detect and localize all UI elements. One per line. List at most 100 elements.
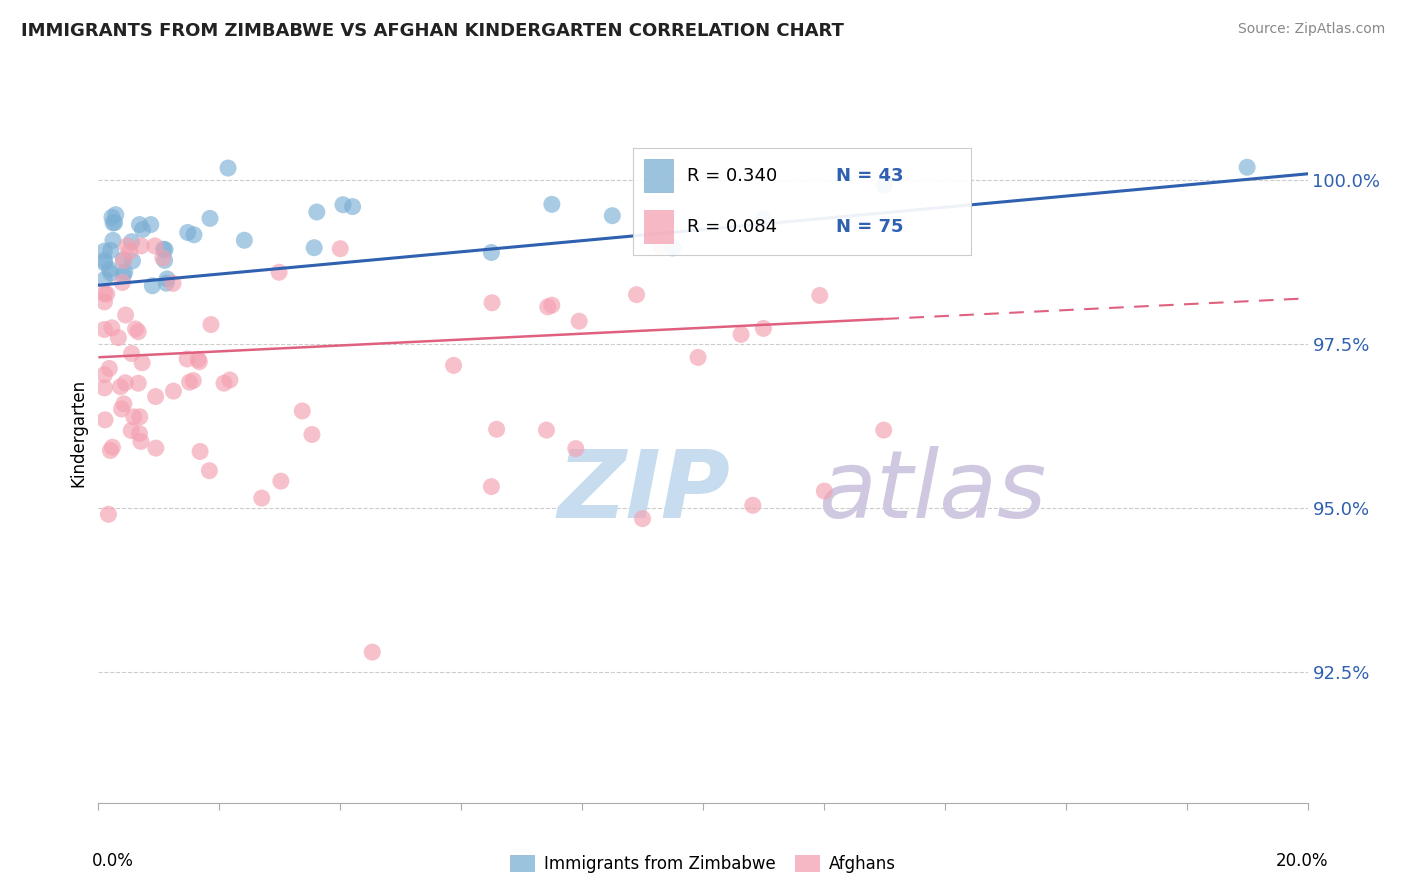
- Point: [626, 287, 648, 301]
- Point: [111, 276, 134, 290]
- Point: [187, 352, 209, 367]
- Point: [121, 346, 143, 360]
- Text: 20.0%: 20.0%: [1277, 852, 1329, 870]
- Point: [198, 211, 221, 226]
- Point: [217, 161, 239, 175]
- Point: [98, 262, 121, 277]
- Point: [127, 376, 149, 391]
- Point: [540, 197, 562, 211]
- Point: [121, 253, 143, 268]
- Point: [536, 423, 558, 437]
- Point: [329, 242, 352, 256]
- Point: [361, 645, 384, 659]
- Point: [129, 434, 152, 449]
- Point: [181, 374, 204, 388]
- Point: [131, 222, 153, 236]
- Point: [98, 361, 121, 376]
- Point: [177, 226, 200, 240]
- Point: [176, 351, 198, 366]
- Point: [129, 239, 152, 253]
- Point: [250, 491, 273, 505]
- Point: [101, 320, 124, 334]
- Point: [110, 402, 132, 417]
- Point: [631, 511, 654, 525]
- Point: [145, 441, 167, 455]
- Point: [443, 359, 465, 373]
- Point: [342, 200, 364, 214]
- Point: [112, 397, 135, 411]
- Point: [650, 239, 672, 253]
- Point: [481, 295, 503, 310]
- Point: [124, 322, 146, 336]
- Point: [188, 354, 211, 368]
- Point: [93, 286, 115, 301]
- Text: IMMIGRANTS FROM ZIMBABWE VS AFGHAN KINDERGARTEN CORRELATION CHART: IMMIGRANTS FROM ZIMBABWE VS AFGHAN KINDE…: [21, 22, 844, 40]
- Point: [128, 218, 150, 232]
- Point: [112, 252, 135, 267]
- Point: [198, 464, 221, 478]
- Point: [93, 256, 115, 270]
- Point: [153, 253, 176, 268]
- Y-axis label: Kindergarten: Kindergarten: [69, 378, 87, 487]
- Point: [270, 474, 292, 488]
- Point: [602, 209, 624, 223]
- Point: [122, 409, 145, 424]
- Bar: [644, 210, 673, 244]
- Point: [661, 241, 683, 255]
- Text: atlas: atlas: [818, 446, 1046, 537]
- Point: [233, 233, 256, 247]
- Point: [121, 235, 143, 249]
- Point: [152, 242, 174, 256]
- Point: [93, 381, 115, 395]
- Point: [162, 277, 184, 291]
- Point: [145, 390, 167, 404]
- Point: [104, 208, 127, 222]
- Point: [537, 300, 560, 314]
- Point: [485, 422, 508, 436]
- Point: [808, 288, 831, 302]
- Point: [93, 253, 115, 268]
- Point: [93, 368, 115, 382]
- Point: [481, 245, 503, 260]
- Point: [128, 409, 150, 424]
- Point: [873, 423, 896, 437]
- Text: 0.0%: 0.0%: [91, 852, 134, 870]
- Point: [1236, 161, 1258, 175]
- Point: [332, 198, 354, 212]
- Point: [96, 287, 118, 301]
- Point: [730, 327, 752, 342]
- Point: [481, 480, 503, 494]
- Point: [752, 321, 775, 335]
- Point: [141, 278, 163, 293]
- Point: [101, 211, 124, 225]
- Point: [112, 253, 135, 268]
- Point: [873, 178, 896, 193]
- Point: [101, 216, 124, 230]
- Point: [101, 440, 124, 454]
- Point: [97, 508, 120, 522]
- Point: [183, 227, 205, 242]
- Point: [100, 443, 122, 458]
- Point: [103, 215, 125, 229]
- Point: [114, 376, 136, 390]
- Point: [114, 308, 136, 322]
- Point: [110, 380, 132, 394]
- Point: [568, 314, 591, 328]
- Point: [813, 484, 835, 499]
- Point: [100, 266, 122, 280]
- Point: [101, 233, 124, 247]
- Point: [305, 205, 328, 219]
- Point: [93, 322, 115, 336]
- Point: [752, 211, 775, 226]
- Point: [291, 404, 314, 418]
- Point: [301, 427, 323, 442]
- Point: [267, 265, 290, 279]
- Text: N = 43: N = 43: [837, 167, 904, 185]
- Point: [540, 298, 562, 312]
- Point: [162, 384, 184, 398]
- Point: [114, 265, 136, 279]
- Point: [212, 376, 235, 391]
- Point: [128, 426, 150, 441]
- Point: [112, 268, 135, 283]
- Point: [120, 424, 142, 438]
